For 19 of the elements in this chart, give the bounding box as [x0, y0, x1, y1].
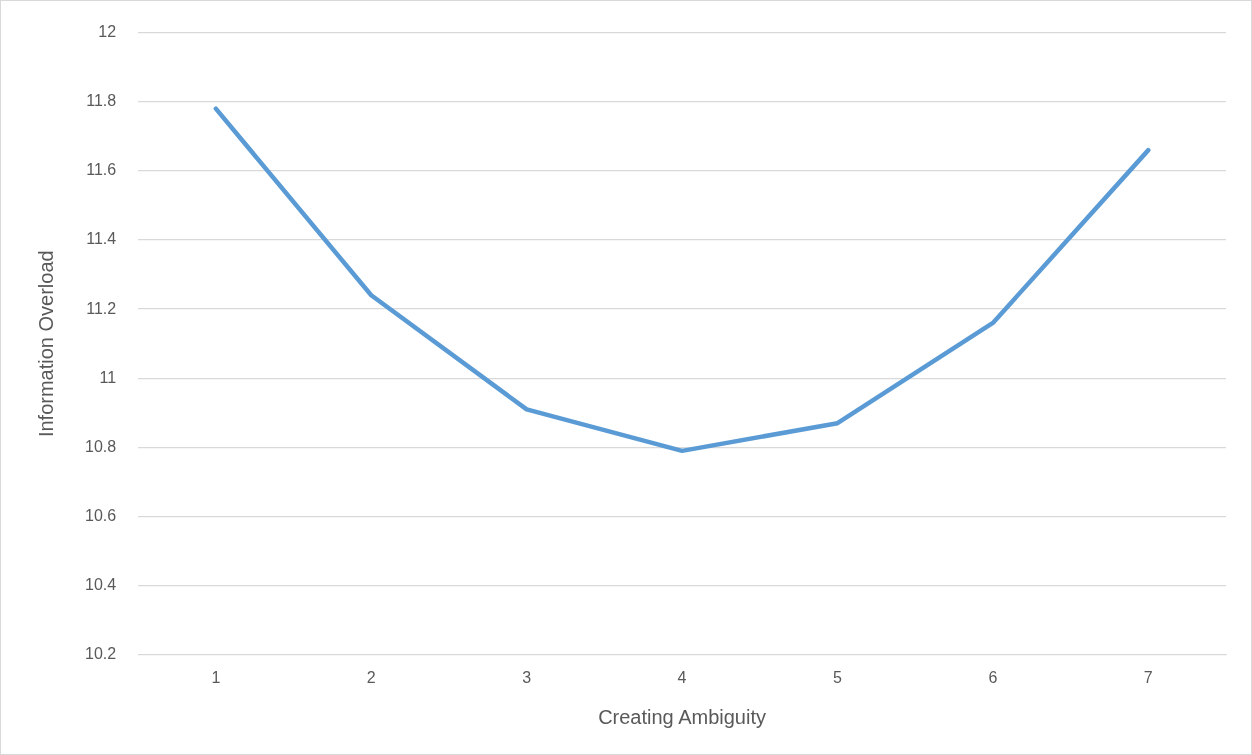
y-tick-label: 10.6: [85, 506, 117, 524]
x-tick-label: 4: [677, 668, 687, 686]
y-axis-title: Information Overload: [34, 250, 57, 438]
y-tick-label: 11: [99, 368, 117, 386]
y-tick-label: 10.4: [85, 576, 117, 594]
x-tick-label: 7: [1143, 668, 1153, 686]
y-tick-label: 10.8: [85, 437, 117, 455]
y-tick-label: 12: [98, 23, 117, 41]
x-tick-label: 2: [366, 668, 376, 686]
y-tick-label: 11.8: [86, 92, 117, 110]
x-tick-label: 1: [211, 668, 221, 686]
x-tick-label: 5: [833, 668, 843, 686]
y-tick-label: 10.2: [85, 645, 117, 663]
y-tick-label: 11.2: [86, 299, 117, 317]
x-tick-label: 6: [988, 668, 998, 686]
x-axis-title: Creating Ambiguity: [598, 705, 767, 728]
x-tick-label: 3: [522, 668, 532, 686]
y-tick-label: 11.4: [86, 230, 117, 248]
y-tick-label: 11.6: [86, 161, 117, 179]
